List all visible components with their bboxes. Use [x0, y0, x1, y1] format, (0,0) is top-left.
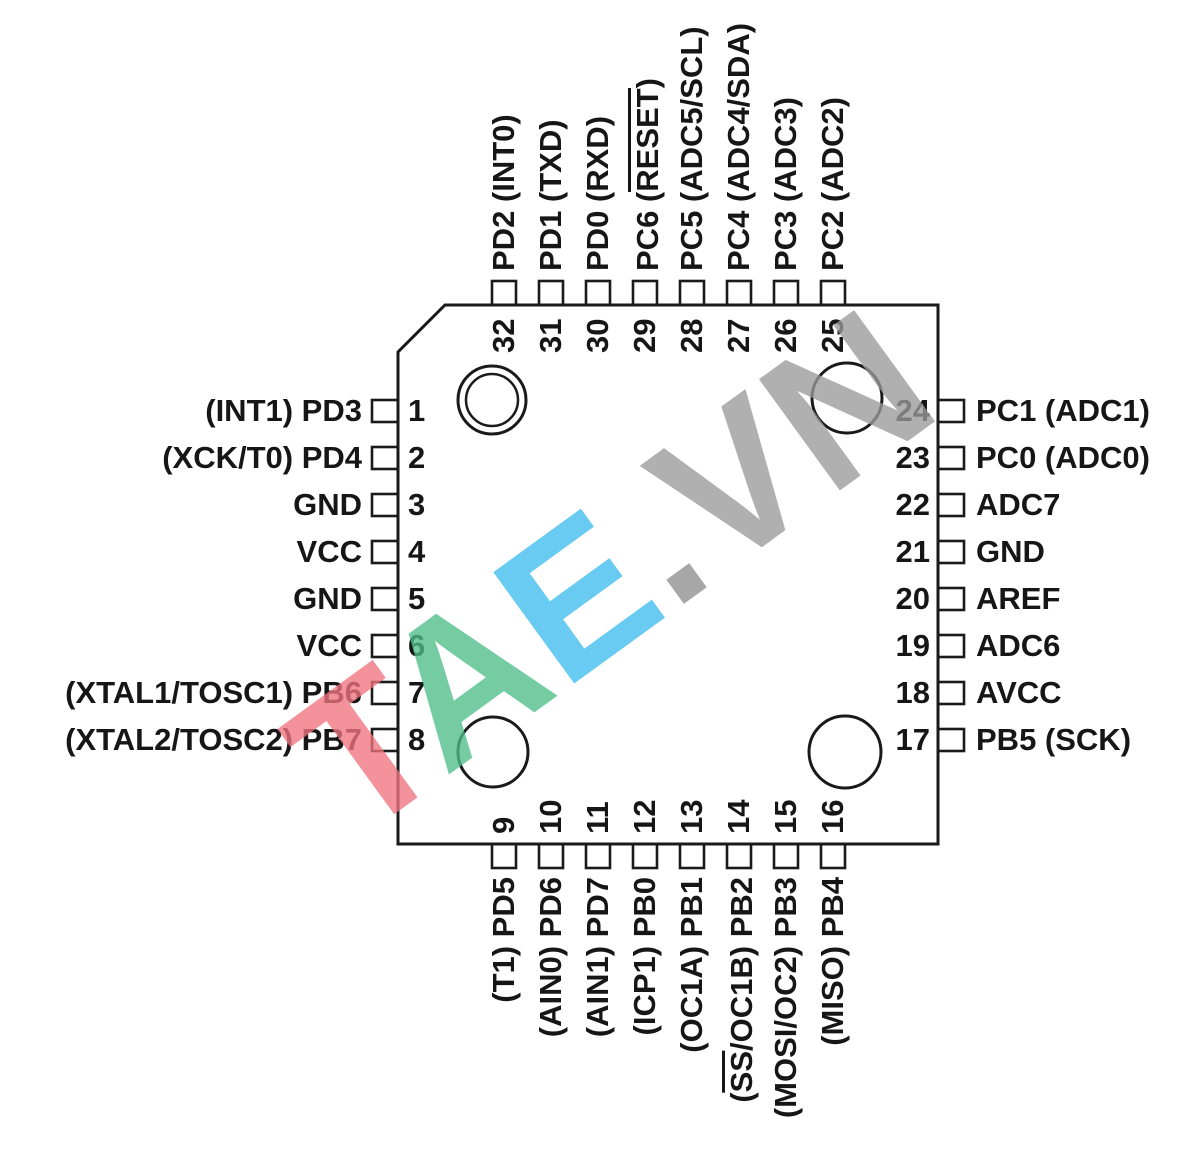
- pin-number: 17: [895, 722, 930, 757]
- pin-pad: [370, 492, 400, 518]
- pin-label: GND: [293, 581, 362, 616]
- pin-number: 19: [895, 628, 930, 663]
- pin-label: GND: [293, 487, 362, 522]
- pin-label: VCC: [296, 628, 362, 663]
- pin-pad: [936, 727, 966, 753]
- pin-pad: [936, 680, 966, 706]
- pin-label: (ICP1) PB0: [627, 877, 662, 1036]
- pin-number: 16: [815, 799, 850, 834]
- pin-label: PC4 (ADC4/SDA): [721, 22, 756, 271]
- pin-label: PC0 (ADC0): [976, 440, 1150, 475]
- pin-number: 31: [533, 318, 568, 353]
- pin-pad: [490, 842, 518, 870]
- pin-number: 8: [408, 722, 426, 757]
- pin-pad: [631, 842, 659, 870]
- pin-label: (T1) PD5: [486, 877, 521, 1003]
- pin-label: AVCC: [976, 675, 1062, 710]
- pin-label: AREF: [976, 581, 1061, 616]
- pin-pad: [936, 539, 966, 565]
- pin-label: GND: [976, 534, 1045, 569]
- pin1-indicator-inner-icon: [464, 372, 520, 428]
- pin-number: 15: [768, 799, 803, 834]
- pin-label: (XTAL1/TOSC1) PB6: [65, 675, 362, 710]
- pin-label: PC5 (ADC5/SCL): [674, 26, 709, 271]
- pin-label: ADC6: [976, 628, 1061, 663]
- pin-label: PD1 (TXD): [533, 119, 568, 271]
- pin-pad: [936, 633, 966, 659]
- pin-number: 32: [486, 318, 521, 353]
- pin-number: 30: [580, 318, 615, 353]
- pin-pad: [537, 842, 565, 870]
- pin-label: (MISO) PB4: [815, 877, 850, 1046]
- pin-number: 4: [408, 534, 426, 569]
- pin-label: PC2 (ADC2): [815, 97, 850, 271]
- pin-pad: [678, 842, 706, 870]
- pin-number: 6: [408, 628, 426, 663]
- pin-number: 3: [408, 487, 426, 522]
- pin-pad: [772, 842, 800, 870]
- pin-pad: [819, 279, 847, 307]
- pin-label: (INT1) PD3: [205, 393, 362, 428]
- pin-number: 7: [408, 675, 426, 710]
- pin-number: 9: [486, 816, 521, 834]
- pin-label: PC3 (ADC3): [768, 97, 803, 271]
- pin-label: PD0 (RXD): [580, 115, 615, 271]
- pin-pad: [370, 398, 400, 424]
- pin-number: 12: [627, 799, 662, 834]
- pin-number: 1: [408, 393, 426, 428]
- pin-pad: [490, 279, 518, 307]
- pin-number: 22: [895, 487, 930, 522]
- pin-number: 29: [627, 318, 662, 353]
- pin-number: 2: [408, 440, 426, 475]
- pin-pad: [370, 539, 400, 565]
- pin-number: 23: [895, 440, 930, 475]
- pin-label: (SS/OC1B) PB2: [722, 877, 759, 1103]
- pin-pad: [678, 279, 706, 307]
- pin-label: VCC: [296, 534, 362, 569]
- pin-label: (XCK/T0) PD4: [162, 440, 362, 475]
- chip-body: [396, 303, 940, 846]
- pin-label: PD2 (INT0): [486, 114, 521, 271]
- corner-circle-icon: [807, 714, 883, 790]
- pin-label: PB5 (SCK): [976, 722, 1132, 757]
- corner-circle-icon: [810, 361, 884, 435]
- pin-pad: [370, 445, 400, 471]
- pin-pad: [584, 842, 612, 870]
- pin-number: 28: [674, 318, 709, 353]
- pin-label: (MOSI/OC2) PB3: [768, 877, 803, 1119]
- pin-number: 24: [895, 393, 930, 428]
- pin-number: 14: [721, 799, 756, 834]
- pin-pad: [936, 586, 966, 612]
- corner-circle-icon: [456, 715, 530, 789]
- pin-pad: [725, 279, 753, 307]
- pin-number: 21: [895, 534, 930, 569]
- pin-label: PC6 (RESET): [628, 78, 665, 271]
- pin-number: 11: [580, 801, 615, 834]
- pin-label: PC1 (ADC1): [976, 393, 1150, 428]
- pin-pad: [819, 842, 847, 870]
- pin-label: (OC1A) PB1: [674, 877, 709, 1053]
- pin-number: 5: [408, 581, 426, 616]
- pin-number: 18: [895, 675, 930, 710]
- pin-pad: [631, 279, 659, 307]
- pin-number: 13: [674, 799, 709, 834]
- pin-pad: [936, 492, 966, 518]
- pin-label: (AIN0) PD6: [533, 877, 568, 1038]
- pin-number: 10: [533, 799, 568, 834]
- pin-pad: [537, 279, 565, 307]
- pin-label: (XTAL2/TOSC2) PB7: [65, 722, 362, 757]
- pin-pad: [725, 842, 753, 870]
- pin-number: 20: [895, 581, 930, 616]
- pin-label: ADC7: [976, 487, 1061, 522]
- pin-pad: [584, 279, 612, 307]
- pin-label: (AIN1) PD7: [580, 877, 615, 1038]
